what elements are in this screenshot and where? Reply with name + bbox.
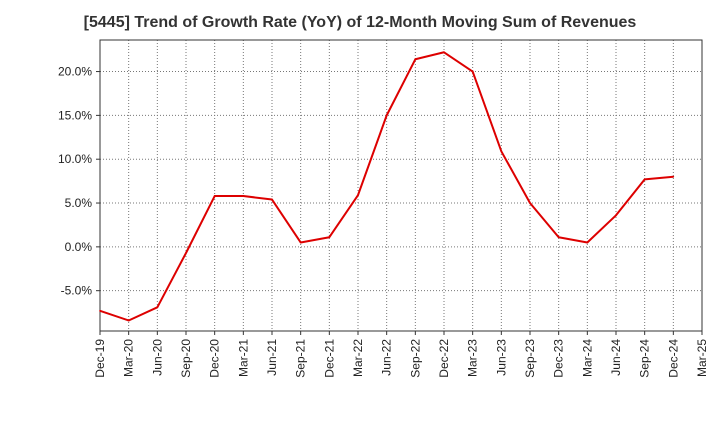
x-tick-label: Mar-22 — [351, 339, 365, 377]
x-tick-label: Mar-21 — [236, 339, 250, 377]
data-point — [557, 236, 560, 239]
x-tick-label: Dec-24 — [666, 339, 680, 378]
y-tick-label: 15.0% — [58, 108, 92, 122]
x-tick-label: Sep-21 — [294, 339, 308, 378]
x-tick-label: Sep-22 — [408, 339, 422, 378]
data-point — [672, 175, 675, 178]
plot-area-border — [99, 39, 703, 332]
x-tick-label: Dec-20 — [208, 339, 222, 378]
data-point — [185, 252, 187, 254]
data-point — [643, 178, 646, 181]
data-point — [299, 241, 302, 244]
y-tick-label: 10.0% — [58, 152, 92, 166]
x-tick-label: Dec-21 — [322, 339, 336, 378]
x-tick-label: Sep-23 — [523, 339, 537, 378]
x-tick-label: Mar-25 — [695, 339, 709, 377]
data-point — [385, 114, 388, 117]
x-tick-label: Sep-24 — [638, 339, 652, 378]
data-point — [99, 310, 101, 312]
x-tick-label: Mar-23 — [466, 339, 480, 377]
y-tick-label: -5.0% — [61, 284, 93, 298]
x-tick-label: Jun-22 — [380, 339, 394, 376]
data-point — [357, 194, 359, 196]
x-tick-label: Mar-20 — [122, 339, 136, 377]
x-tick-label: Dec-19 — [93, 339, 107, 378]
y-tick-label: 5.0% — [65, 196, 93, 210]
data-point — [271, 198, 273, 201]
x-tick-label: Jun-23 — [494, 339, 508, 376]
data-point — [414, 58, 417, 61]
data-point — [242, 195, 245, 197]
data-point — [213, 195, 216, 197]
data-point — [471, 70, 474, 73]
data-point — [500, 150, 503, 153]
data-point — [328, 236, 331, 239]
x-tick-label: Jun-24 — [609, 339, 623, 376]
y-tick-label: 0.0% — [65, 240, 93, 254]
x-tick-label: Dec-23 — [552, 339, 566, 378]
data-point — [529, 202, 531, 204]
x-tick-label: Jun-20 — [150, 339, 164, 376]
data-point — [156, 306, 159, 309]
data-point — [586, 241, 589, 244]
data-point — [443, 51, 445, 54]
data-point — [615, 214, 617, 217]
data-point — [127, 319, 130, 322]
x-tick-label: Jun-21 — [265, 339, 279, 376]
x-tick-label: Sep-20 — [179, 339, 193, 378]
x-tick-label: Mar-24 — [580, 339, 594, 377]
y-tick-label: 20.0% — [58, 65, 92, 79]
x-tick-label: Dec-22 — [437, 339, 451, 378]
chart-title: [5445] Trend of Growth Rate (YoY) of 12-… — [83, 14, 637, 31]
